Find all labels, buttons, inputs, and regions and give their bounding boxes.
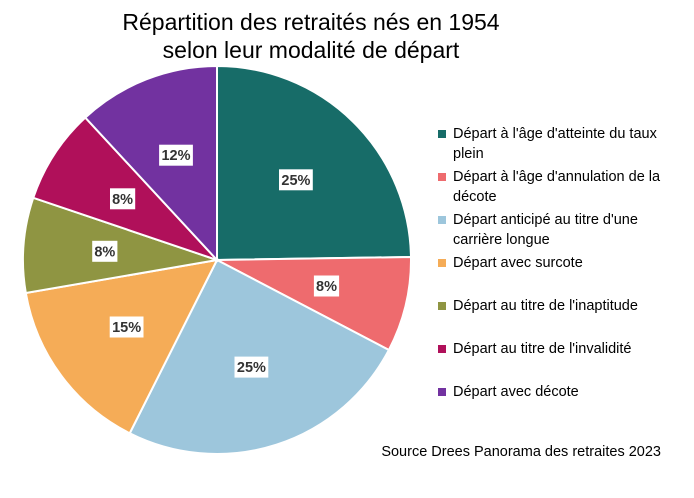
data-label-depart-a-l-age-d-atteinte-du-taux-plein: 25% — [281, 173, 310, 189]
legend-label: Départ avec décote — [453, 384, 579, 400]
data-label-box — [234, 356, 269, 378]
pie-slice-depart-avec-decote — [83, 64, 218, 263]
legend-item-depart-a-l-age-d-annulation-de-la-decote: Départ à l'âge d'annulation de la décote — [438, 167, 688, 207]
legend-swatch — [438, 388, 446, 396]
legend-label: Départ avec surcote — [453, 255, 583, 271]
legend-label: Départ à l'âge d'annulation de la décote — [453, 169, 661, 205]
data-label-box — [92, 240, 118, 262]
pie-slice-depart-a-l-age-d-annulation-de-la-decote — [216, 255, 412, 352]
legend-swatch — [438, 302, 446, 310]
pie-slice-depart-a-l-age-d-atteinte-du-taux-plein — [216, 64, 412, 262]
legend-swatch — [438, 259, 446, 267]
pie-slice-depart-au-titre-de-l-inaptitude — [22, 196, 218, 295]
data-label-depart-anticipe-au-titre-d-une-carriere-longue: 25% — [237, 360, 266, 376]
legend-swatch — [438, 216, 446, 224]
pie-slices — [22, 64, 412, 455]
data-label-depart-avec-surcote: 15% — [112, 320, 141, 336]
chart-title-line-2: selon leur modalité de départ — [162, 37, 460, 63]
data-label-box — [313, 275, 340, 297]
legend-item-depart-au-titre-de-l-inaptitude: Départ au titre de l'inaptitude — [438, 296, 688, 316]
legend-item-depart-a-l-age-d-atteinte-du-taux-plein: Départ à l'âge d'atteinte du taux plein — [438, 124, 688, 164]
legend-label: Départ au titre de l'invalidité — [453, 341, 632, 357]
data-label-box — [110, 188, 136, 210]
legend-item-depart-au-titre-de-l-invalidite: Départ au titre de l'invalidité — [438, 339, 688, 359]
legend-swatch — [438, 345, 446, 353]
source-note: Source Drees Panorama des retraites 2023 — [381, 444, 661, 460]
pie-data-labels: 25% 8% 25% 15% 8% 8% 12% — [92, 144, 340, 378]
legend-swatch — [438, 130, 446, 138]
legend-label: Départ anticipé au titre d'une carrière … — [453, 212, 638, 248]
data-label-box — [109, 316, 144, 338]
legend-item-depart-anticipe-au-titre-d-une-carriere-longue: Départ anticipé au titre d'une carrière … — [438, 210, 688, 250]
legend-item-depart-avec-surcote: Départ avec surcote — [438, 253, 688, 273]
data-label-depart-a-l-age-d-annulation-de-la-decote: 8% — [316, 279, 337, 295]
legend-label: Départ à l'âge d'atteinte du taux plein — [453, 126, 657, 162]
chart-title-line-1: Répartition des retraités nés en 1954 — [122, 9, 500, 35]
legend-item-depart-avec-decote: Départ avec décote — [438, 382, 688, 402]
data-label-depart-au-titre-de-l-inaptitude: 8% — [94, 244, 115, 260]
chart-title: Répartition des retraités nés en 1954 se… — [0, 8, 622, 64]
data-label-depart-au-titre-de-l-invalidite: 8% — [112, 192, 133, 208]
legend-label: Départ au titre de l'inaptitude — [453, 298, 638, 314]
data-label-box — [159, 144, 193, 166]
data-label-box — [279, 169, 313, 191]
pie-slice-depart-avec-surcote — [24, 258, 219, 435]
legend-swatch — [438, 173, 446, 181]
data-label-depart-avec-decote: 12% — [161, 148, 190, 164]
